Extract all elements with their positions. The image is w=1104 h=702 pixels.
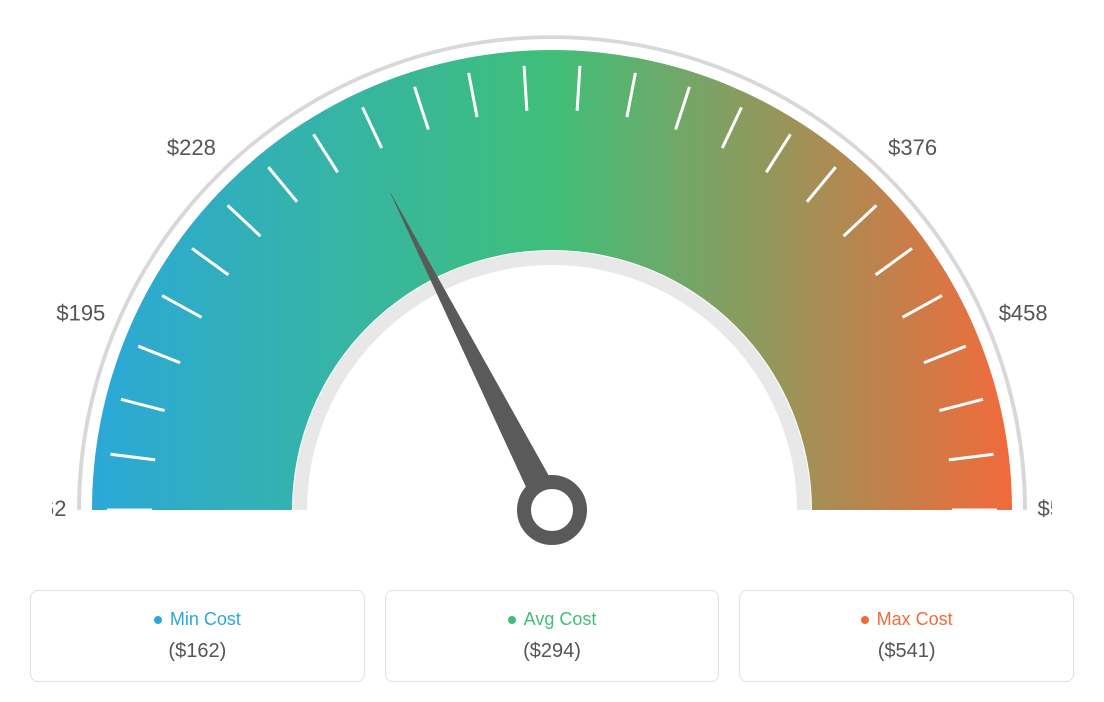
- legend-card-min: Min Cost ($162): [30, 590, 365, 682]
- tick-label: $228: [167, 135, 216, 160]
- legend-label-max: Max Cost: [750, 609, 1063, 630]
- tick-label: $376: [888, 135, 937, 160]
- legend-value-min: ($162): [41, 640, 354, 663]
- legend-text-avg: Avg Cost: [524, 609, 597, 630]
- cost-gauge-chart: $162$195$228$294$376$458$541 Min Cost ($…: [20, 20, 1084, 682]
- legend-label-min: Min Cost: [41, 609, 354, 630]
- dot-icon: [508, 616, 516, 624]
- legend-row: Min Cost ($162) Avg Cost ($294) Max Cost…: [20, 590, 1084, 682]
- dot-icon: [154, 616, 162, 624]
- legend-card-max: Max Cost ($541): [739, 590, 1074, 682]
- tick-label: $541: [1038, 496, 1052, 521]
- legend-card-avg: Avg Cost ($294): [385, 590, 720, 682]
- dot-icon: [861, 616, 869, 624]
- legend-text-min: Min Cost: [170, 609, 241, 630]
- tick-label: $195: [56, 301, 105, 326]
- gauge-svg: $162$195$228$294$376$458$541: [52, 20, 1052, 560]
- legend-text-max: Max Cost: [877, 609, 953, 630]
- tick-label: $458: [999, 301, 1048, 326]
- legend-label-avg: Avg Cost: [396, 609, 709, 630]
- tick-label: $162: [52, 496, 66, 521]
- needle-hub: [524, 482, 580, 538]
- legend-value-avg: ($294): [396, 640, 709, 663]
- gauge-arc: [92, 50, 1012, 510]
- legend-value-max: ($541): [750, 640, 1063, 663]
